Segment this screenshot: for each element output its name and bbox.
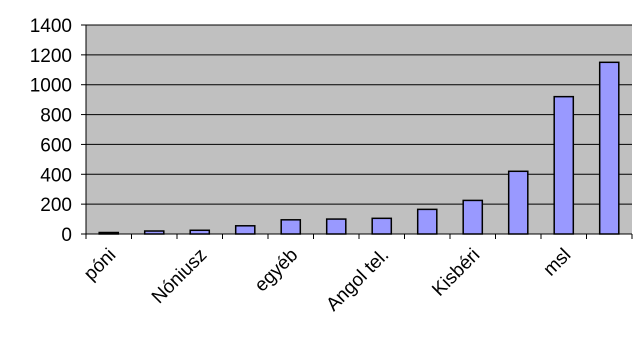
y-tick-label: 1000 [30, 76, 72, 97]
bar [325, 218, 347, 235]
y-tick-labels: 0 200 400 600 800 1000 1200 1400 [30, 16, 72, 246]
y-tick-label: 800 [40, 106, 72, 127]
y-tick-label: 1200 [30, 46, 72, 67]
x-tick-marks [85, 234, 633, 239]
y-tick-marks [81, 24, 86, 235]
plot-area [86, 25, 632, 234]
bar [416, 208, 438, 235]
bar [189, 229, 211, 235]
bar [280, 219, 302, 235]
x-tick-label: póni [80, 245, 120, 285]
x-tick-label: Angol tel. [322, 245, 393, 316]
x-tick-label: egyéb [251, 245, 302, 296]
x-tick-label: Nóniusz [148, 245, 211, 308]
bar [462, 199, 484, 235]
bars [98, 61, 620, 235]
bar [598, 61, 620, 235]
y-tick-label: 0 [61, 225, 72, 246]
y-tick-label: 200 [40, 195, 72, 216]
x-tick-label: Kisbéri [428, 245, 484, 301]
bar [507, 170, 529, 235]
x-tick-label: msl [540, 245, 576, 281]
y-tick-label: 600 [40, 135, 72, 156]
x-tick-labels: póni Nóniusz egyéb Angol tel. Kisbéri msl [80, 245, 575, 316]
bar [371, 217, 393, 235]
gridlines [86, 24, 632, 205]
y-tick-label: 1400 [30, 16, 72, 37]
y-tick-label: 400 [40, 165, 72, 186]
bar [234, 225, 256, 235]
bar [553, 95, 575, 235]
